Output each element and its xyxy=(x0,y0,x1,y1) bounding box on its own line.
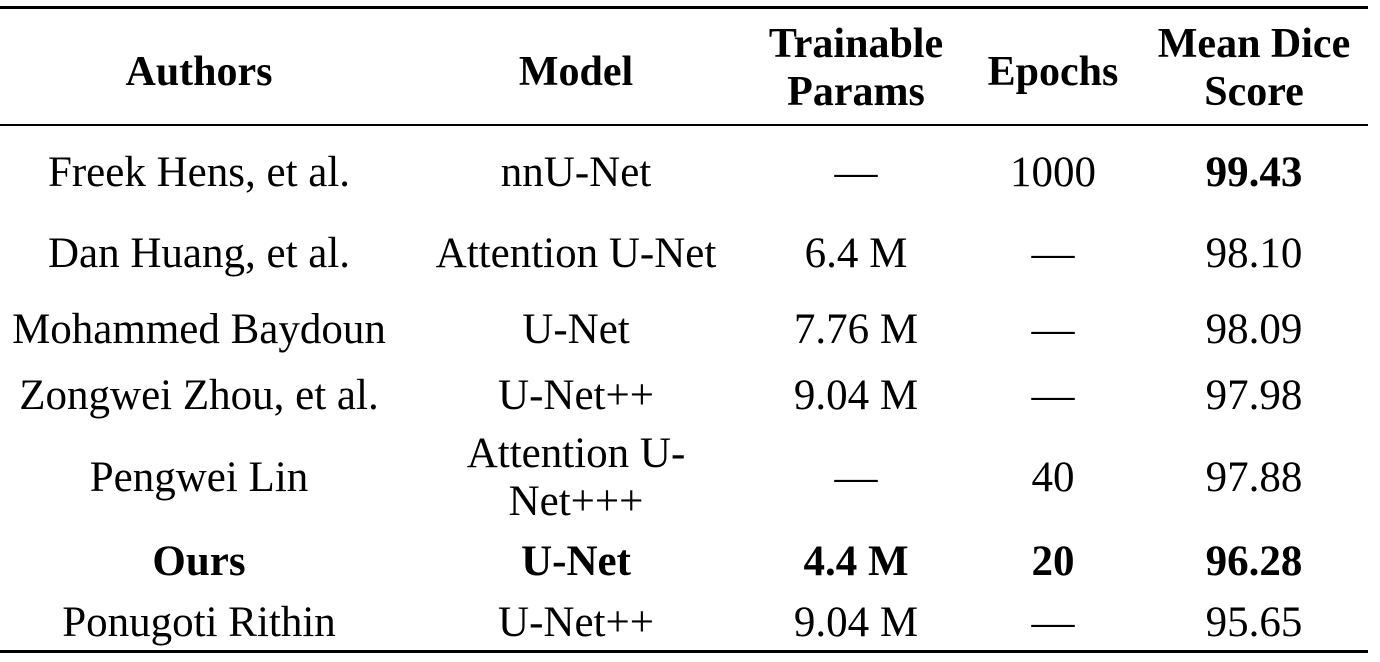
cell-epochs: — xyxy=(1031,372,1075,419)
header-model: Model xyxy=(518,49,634,95)
cell-epochs: — xyxy=(1031,599,1075,646)
cell-model-line2: Net+++ xyxy=(508,478,644,525)
header-epochs: Epochs xyxy=(987,49,1119,95)
cell-model: Attention U- Net+++ xyxy=(420,428,732,528)
cell-model: U-Net++ xyxy=(498,599,654,646)
table-top-rule xyxy=(0,6,1368,9)
cell-model: nnU-Net xyxy=(500,149,652,196)
cell-score: 95.65 xyxy=(1205,599,1303,646)
cell-score: 97.88 xyxy=(1205,454,1303,501)
cell-model-line1: Attention U- xyxy=(466,430,686,477)
header-params-line2: Params xyxy=(787,69,925,115)
cell-score: 97.98 xyxy=(1205,372,1303,419)
table-bottom-rule xyxy=(0,650,1368,653)
cell-model: Attention U-Net xyxy=(435,230,717,277)
cell-params: 4.4 M xyxy=(803,538,909,585)
cell-epochs: 1000 xyxy=(1010,149,1096,196)
cell-epochs: 40 xyxy=(1031,454,1075,501)
cell-score: 96.28 xyxy=(1205,538,1303,585)
cell-model: U-Net xyxy=(521,538,631,585)
cell-epochs: — xyxy=(1031,230,1075,277)
header-params-line1: Trainable xyxy=(768,21,944,67)
cell-params: 9.04 M xyxy=(793,372,919,419)
cell-params: 7.76 M xyxy=(793,306,919,353)
cell-score: 98.09 xyxy=(1205,306,1303,353)
cell-params: — xyxy=(834,149,878,196)
table-header-rule xyxy=(0,124,1368,126)
header-score-line2: Score xyxy=(1204,69,1304,115)
cell-score: 99.43 xyxy=(1205,149,1303,196)
cell-authors: Ours xyxy=(152,538,246,585)
cell-model: U-Net++ xyxy=(498,372,654,419)
cell-epochs: — xyxy=(1031,306,1075,353)
header-trainable-params: Trainable Params xyxy=(756,18,956,118)
header-authors: Authors xyxy=(125,49,273,95)
cell-params: 9.04 M xyxy=(793,599,919,646)
cell-authors: Ponugoti Rithin xyxy=(62,599,336,646)
cell-authors: Pengwei Lin xyxy=(89,454,309,501)
cell-authors: Mohammed Baydoun xyxy=(12,306,386,353)
cell-model: U-Net xyxy=(522,306,630,353)
header-mean-dice-score: Mean Dice Score xyxy=(1138,18,1370,118)
cell-score: 98.10 xyxy=(1205,230,1303,277)
cell-authors: Zongwei Zhou, et al. xyxy=(19,372,379,419)
cell-epochs: 20 xyxy=(1031,538,1075,585)
cell-params: — xyxy=(834,454,878,501)
cell-params: 6.4 M xyxy=(804,230,908,277)
cell-authors: Dan Huang, et al. xyxy=(47,230,351,277)
cell-authors: Freek Hens, et al. xyxy=(47,149,351,196)
header-score-line1: Mean Dice xyxy=(1157,21,1351,67)
